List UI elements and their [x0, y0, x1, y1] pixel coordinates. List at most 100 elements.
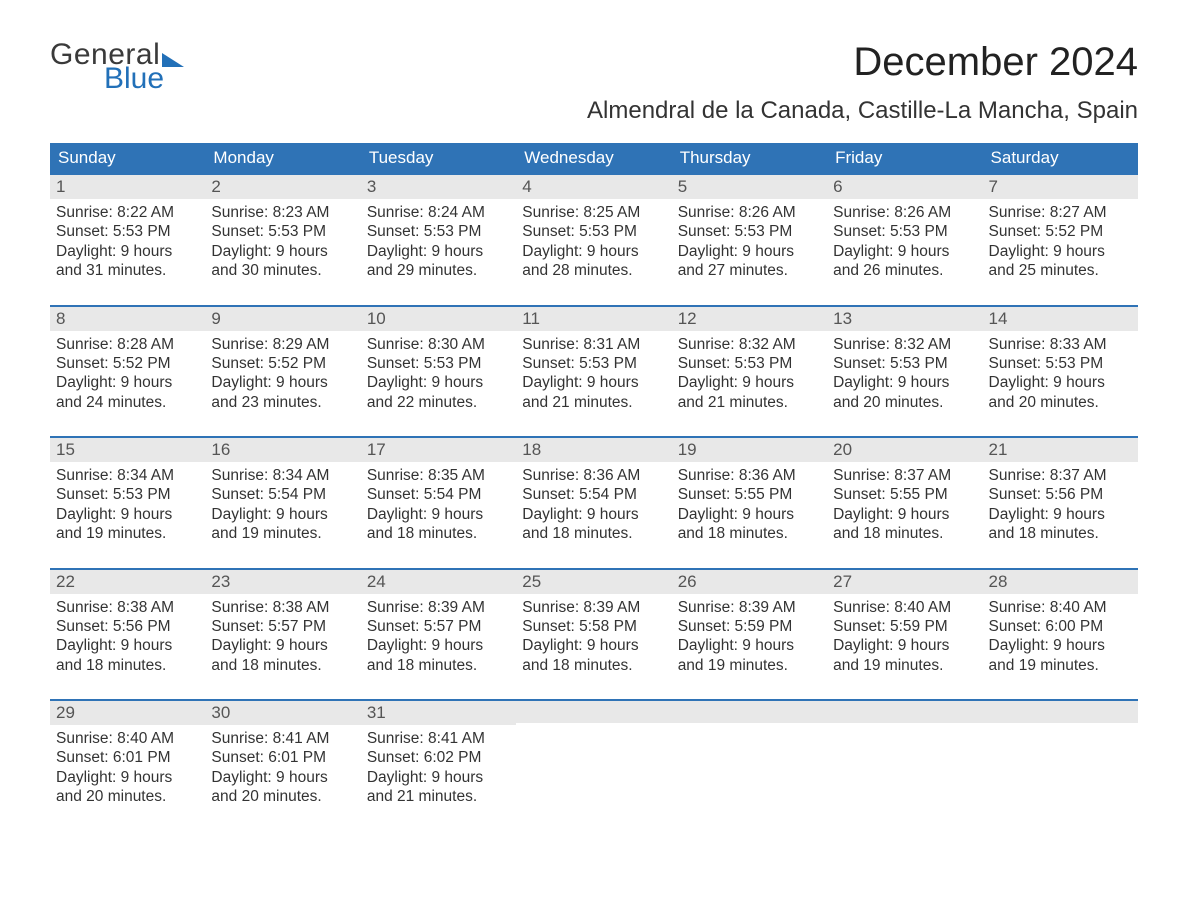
day-number: 19 — [672, 438, 827, 462]
day-number: 10 — [361, 307, 516, 331]
day-details: Sunrise: 8:38 AMSunset: 5:57 PMDaylight:… — [211, 598, 354, 676]
title-block: December 2024 Almendral de la Canada, Ca… — [587, 40, 1138, 125]
day-number: 26 — [672, 570, 827, 594]
calendar-day: 30Sunrise: 8:41 AMSunset: 6:01 PMDayligh… — [205, 701, 360, 813]
weekday-header: Monday — [205, 143, 360, 173]
day-number: 25 — [516, 570, 671, 594]
calendar: SundayMondayTuesdayWednesdayThursdayFrid… — [50, 143, 1138, 813]
calendar-day: 14Sunrise: 8:33 AMSunset: 5:53 PMDayligh… — [983, 307, 1138, 419]
day-details: Sunrise: 8:41 AMSunset: 6:02 PMDaylight:… — [367, 729, 510, 807]
day-number: 1 — [50, 175, 205, 199]
calendar-day: 17Sunrise: 8:35 AMSunset: 5:54 PMDayligh… — [361, 438, 516, 550]
calendar-day: 21 Sunrise: 8:37 AMSunset: 5:56 PMDayligh… — [983, 438, 1138, 550]
calendar-day: 6Sunrise: 8:26 AMSunset: 5:53 PMDaylight… — [827, 175, 982, 287]
day-details: Sunrise: 8:29 AMSunset: 5:52 PMDaylight:… — [211, 335, 354, 413]
calendar-day: 12 Sunrise: 8:32 AMSunset: 5:53 PMDayligh… — [672, 307, 827, 419]
day-number: 16 — [205, 438, 360, 462]
calendar-day: 9Sunrise: 8:29 AMSunset: 5:52 PMDaylight… — [205, 307, 360, 419]
day-details: Sunrise: 8:24 AMSunset: 5:53 PMDaylight:… — [367, 203, 510, 281]
calendar-week: 15 Sunrise: 8:34 AMSunset: 5:53 PMDayligh… — [50, 436, 1138, 550]
calendar-day: 27 Sunrise: 8:40 AMSunset: 5:59 PMDayligh… — [827, 570, 982, 682]
calendar-day: 7 Sunrise: 8:27 AMSunset: 5:52 PMDaylight… — [983, 175, 1138, 287]
calendar-week: 8 Sunrise: 8:28 AMSunset: 5:52 PMDaylight… — [50, 305, 1138, 419]
day-details: Sunrise: 8:26 AMSunset: 5:53 PMDaylight:… — [678, 203, 821, 281]
day-number: 24 — [361, 570, 516, 594]
day-number: 18 — [516, 438, 671, 462]
day-details: Sunrise: 8:33 AMSunset: 5:53 PMDaylight:… — [989, 335, 1132, 413]
day-number — [516, 701, 671, 723]
day-details: Sunrise: 8:37 AMSunset: 5:56 PMDaylight:… — [989, 466, 1132, 544]
day-number — [983, 701, 1138, 723]
calendar-day: 22 Sunrise: 8:38 AMSunset: 5:56 PMDayligh… — [50, 570, 205, 682]
day-details: Sunrise: 8:30 AMSunset: 5:53 PMDaylight:… — [367, 335, 510, 413]
calendar-day: 20 Sunrise: 8:37 AMSunset: 5:55 PMDayligh… — [827, 438, 982, 550]
calendar-day: 24 Sunrise: 8:39 AMSunset: 5:57 PMDayligh… — [361, 570, 516, 682]
day-details: Sunrise: 8:36 AMSunset: 5:55 PMDaylight:… — [678, 466, 821, 544]
day-number: 7 — [983, 175, 1138, 199]
page-header: General Blue December 2024 Almendral de … — [50, 40, 1138, 125]
day-details: Sunrise: 8:27 AMSunset: 5:52 PMDaylight:… — [989, 203, 1132, 281]
day-number: 31 — [361, 701, 516, 725]
day-details: Sunrise: 8:39 AMSunset: 5:57 PMDaylight:… — [367, 598, 510, 676]
day-details: Sunrise: 8:38 AMSunset: 5:56 PMDaylight:… — [56, 598, 199, 676]
day-details: Sunrise: 8:34 AMSunset: 5:53 PMDaylight:… — [56, 466, 199, 544]
calendar-day: 23 Sunrise: 8:38 AMSunset: 5:57 PMDayligh… — [205, 570, 360, 682]
day-details: Sunrise: 8:40 AMSunset: 5:59 PMDaylight:… — [833, 598, 976, 676]
day-number: 27 — [827, 570, 982, 594]
calendar-day — [672, 701, 827, 813]
calendar-day: 26 Sunrise: 8:39 AMSunset: 5:59 PMDayligh… — [672, 570, 827, 682]
day-details: Sunrise: 8:25 AMSunset: 5:53 PMDaylight:… — [522, 203, 665, 281]
weekday-header: Friday — [827, 143, 982, 173]
calendar-day: 10 Sunrise: 8:30 AMSunset: 5:53 PMDayligh… — [361, 307, 516, 419]
day-details: Sunrise: 8:22 AMSunset: 5:53 PMDaylight:… — [56, 203, 199, 281]
calendar-day: 25 Sunrise: 8:39 AMSunset: 5:58 PMDayligh… — [516, 570, 671, 682]
day-number: 15 — [50, 438, 205, 462]
calendar-day: 11 Sunrise: 8:31 AMSunset: 5:53 PMDayligh… — [516, 307, 671, 419]
day-number: 2 — [205, 175, 360, 199]
calendar-day: 2 Sunrise: 8:23 AMSunset: 5:53 PMDaylight… — [205, 175, 360, 287]
day-number — [827, 701, 982, 723]
calendar-day: 29Sunrise: 8:40 AMSunset: 6:01 PMDayligh… — [50, 701, 205, 813]
day-details: Sunrise: 8:28 AMSunset: 5:52 PMDaylight:… — [56, 335, 199, 413]
day-number: 8 — [50, 307, 205, 331]
calendar-week: 22 Sunrise: 8:38 AMSunset: 5:56 PMDayligh… — [50, 568, 1138, 682]
day-details: Sunrise: 8:32 AMSunset: 5:53 PMDaylight:… — [678, 335, 821, 413]
day-details: Sunrise: 8:23 AMSunset: 5:53 PMDaylight:… — [211, 203, 354, 281]
calendar-week: 29Sunrise: 8:40 AMSunset: 6:01 PMDayligh… — [50, 699, 1138, 813]
day-number: 29 — [50, 701, 205, 725]
weekday-header-row: SundayMondayTuesdayWednesdayThursdayFrid… — [50, 143, 1138, 173]
weekday-header: Saturday — [983, 143, 1138, 173]
calendar-day: 28Sunrise: 8:40 AMSunset: 6:00 PMDayligh… — [983, 570, 1138, 682]
day-details: Sunrise: 8:31 AMSunset: 5:53 PMDaylight:… — [522, 335, 665, 413]
day-number: 12 — [672, 307, 827, 331]
day-details: Sunrise: 8:32 AMSunset: 5:53 PMDaylight:… — [833, 335, 976, 413]
day-number: 30 — [205, 701, 360, 725]
day-number: 20 — [827, 438, 982, 462]
day-details: Sunrise: 8:35 AMSunset: 5:54 PMDaylight:… — [367, 466, 510, 544]
calendar-day — [827, 701, 982, 813]
day-number: 23 — [205, 570, 360, 594]
day-number: 5 — [672, 175, 827, 199]
calendar-day: 13 Sunrise: 8:32 AMSunset: 5:53 PMDayligh… — [827, 307, 982, 419]
day-number — [672, 701, 827, 723]
day-details: Sunrise: 8:39 AMSunset: 5:58 PMDaylight:… — [522, 598, 665, 676]
weekday-header: Wednesday — [516, 143, 671, 173]
calendar-day: 1 Sunrise: 8:22 AMSunset: 5:53 PMDaylight… — [50, 175, 205, 287]
day-details: Sunrise: 8:34 AMSunset: 5:54 PMDaylight:… — [211, 466, 354, 544]
day-number: 3 — [361, 175, 516, 199]
day-number: 13 — [827, 307, 982, 331]
calendar-day: 8 Sunrise: 8:28 AMSunset: 5:52 PMDaylight… — [50, 307, 205, 419]
calendar-day: 15 Sunrise: 8:34 AMSunset: 5:53 PMDayligh… — [50, 438, 205, 550]
day-number: 22 — [50, 570, 205, 594]
weekday-header: Thursday — [672, 143, 827, 173]
day-number: 6 — [827, 175, 982, 199]
day-details: Sunrise: 8:39 AMSunset: 5:59 PMDaylight:… — [678, 598, 821, 676]
calendar-week: 1 Sunrise: 8:22 AMSunset: 5:53 PMDaylight… — [50, 173, 1138, 287]
day-number: 11 — [516, 307, 671, 331]
weekday-header: Sunday — [50, 143, 205, 173]
day-number: 4 — [516, 175, 671, 199]
calendar-day: 5 Sunrise: 8:26 AMSunset: 5:53 PMDaylight… — [672, 175, 827, 287]
calendar-day — [516, 701, 671, 813]
day-details: Sunrise: 8:37 AMSunset: 5:55 PMDaylight:… — [833, 466, 976, 544]
day-number: 21 — [983, 438, 1138, 462]
